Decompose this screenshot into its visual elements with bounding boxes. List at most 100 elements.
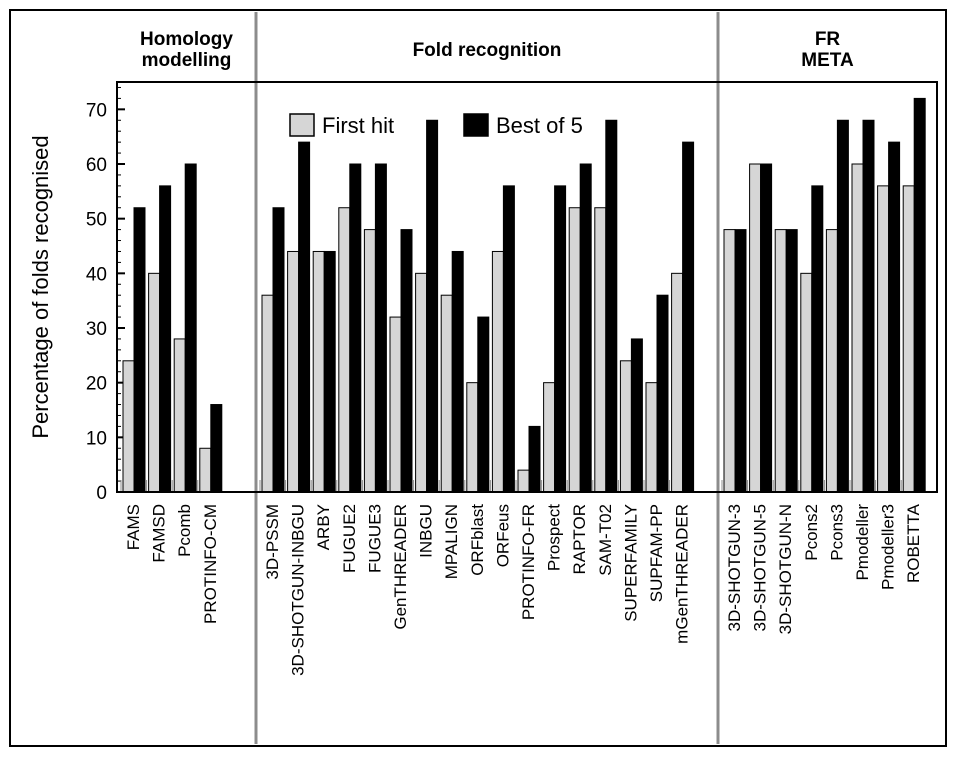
x-category-label: 3D-PSSM (263, 504, 282, 580)
bar-best-of-5 (133, 207, 146, 493)
y-tick-label: 0 (96, 483, 107, 504)
plot-frame (116, 81, 938, 493)
group-title: Fold recognition (413, 40, 562, 61)
bar-first-hit (902, 185, 915, 493)
bar-first-hit (877, 185, 890, 493)
x-category-label: SUPFAM-PP (647, 504, 666, 602)
bar-first-hit (543, 382, 556, 493)
bar-best-of-5 (477, 316, 490, 493)
bar-best-of-5 (785, 229, 798, 493)
bar-first-hit (389, 316, 402, 493)
bar-best-of-5 (630, 338, 643, 493)
bar-best-of-5 (184, 163, 197, 493)
bar-best-of-5 (605, 119, 618, 493)
x-category-label: Pmodeller3 (879, 504, 898, 590)
bar-first-hit (723, 229, 736, 493)
y-tick-label: 30 (86, 319, 107, 340)
x-category-label: FAMS (124, 504, 143, 550)
bar-first-hit (338, 207, 351, 493)
outer-frame (9, 9, 947, 747)
x-category-label: GenTHREADER (391, 504, 410, 630)
bar-first-hit (619, 360, 632, 493)
bar-first-hit (517, 469, 530, 493)
bar-best-of-5 (862, 119, 875, 493)
y-tick-label: 60 (86, 155, 107, 176)
bar-best-of-5 (323, 250, 336, 493)
bar-first-hit (363, 229, 376, 493)
bar-first-hit (825, 229, 838, 493)
y-tick-label: 10 (86, 428, 107, 449)
group-title: FR (815, 29, 841, 50)
y-axis-label: Percentage of folds recognised (28, 135, 53, 438)
bar-first-hit (594, 207, 607, 493)
x-category-label: RAPTOR (570, 504, 589, 575)
x-category-label: PROTINFO-FR (519, 504, 538, 620)
x-category-label: ROBETTA (904, 503, 923, 583)
bar-best-of-5 (272, 207, 285, 493)
x-category-label: Prospect (545, 504, 564, 571)
group-title: modelling (142, 50, 232, 71)
x-category-label: FUGUE2 (340, 504, 359, 573)
bar-first-hit (312, 250, 325, 493)
x-category-label: ORFeus (493, 504, 512, 567)
x-category-label: PROTINFO-CM (201, 504, 220, 624)
bar-best-of-5 (502, 185, 515, 493)
bar-first-hit (774, 229, 787, 493)
bar-first-hit (148, 272, 161, 493)
x-category-label: MPALIGN (442, 504, 461, 579)
x-category-label: Pcomb (175, 504, 194, 557)
bar-first-hit (173, 338, 186, 493)
bar-first-hit (440, 294, 453, 493)
bar-best-of-5 (656, 294, 669, 493)
x-category-label: Pcons3 (827, 504, 846, 561)
x-category-label: SUPERFAMILY (621, 504, 640, 622)
bar-best-of-5 (888, 141, 901, 493)
x-category-label: 3D-SHOTGUN-INBGU (289, 504, 308, 676)
bar-best-of-5 (451, 250, 464, 493)
bar-best-of-5 (836, 119, 849, 493)
x-category-label: 3D-SHOTGUN-5 (751, 504, 770, 632)
bar-best-of-5 (579, 163, 592, 493)
legend-label-best-of-5: Best of 5 (496, 113, 583, 138)
bar-first-hit (671, 272, 684, 493)
bar-best-of-5 (760, 163, 773, 493)
bar-best-of-5 (298, 141, 311, 493)
x-category-label: INBGU (417, 504, 436, 558)
x-category-label: Pcons2 (802, 504, 821, 561)
x-category-label: 3D-SHOTGUN-N (776, 504, 795, 634)
bar-best-of-5 (811, 185, 824, 493)
x-category-label: 3D-SHOTGUN-3 (725, 504, 744, 632)
bar-first-hit (199, 447, 212, 493)
x-category-label: ORFblast (468, 504, 487, 576)
bar-first-hit (645, 382, 658, 493)
bar-first-hit (261, 294, 274, 493)
x-category-label: FAMSD (150, 504, 169, 563)
bar-first-hit (466, 382, 479, 493)
bar-first-hit (287, 250, 300, 493)
bar-best-of-5 (682, 141, 695, 493)
bar-best-of-5 (210, 404, 223, 493)
bar-best-of-5 (400, 229, 413, 493)
bar-first-hit (800, 272, 813, 493)
legend-swatch-first-hit (289, 113, 315, 137)
bar-best-of-5 (913, 97, 926, 493)
bar-best-of-5 (374, 163, 387, 493)
x-category-label: Pmodeller (853, 504, 872, 581)
group-title: META (801, 50, 854, 71)
bar-first-hit (568, 207, 581, 493)
bar-first-hit (491, 250, 504, 493)
legend-swatch-best-of-5 (463, 113, 489, 137)
bar-first-hit (851, 163, 864, 493)
x-category-label: mGenTHREADER (673, 504, 692, 644)
legend-label-first-hit: First hit (322, 113, 394, 138)
y-tick-label: 50 (86, 210, 107, 231)
bar-best-of-5 (349, 163, 362, 493)
y-tick-label: 20 (86, 374, 107, 395)
bar-best-of-5 (734, 229, 747, 493)
bar-first-hit (122, 360, 135, 493)
bar-first-hit (749, 163, 762, 493)
bar-best-of-5 (528, 425, 541, 493)
y-tick-label: 70 (86, 100, 107, 121)
x-category-label: SAM-T02 (596, 504, 615, 576)
